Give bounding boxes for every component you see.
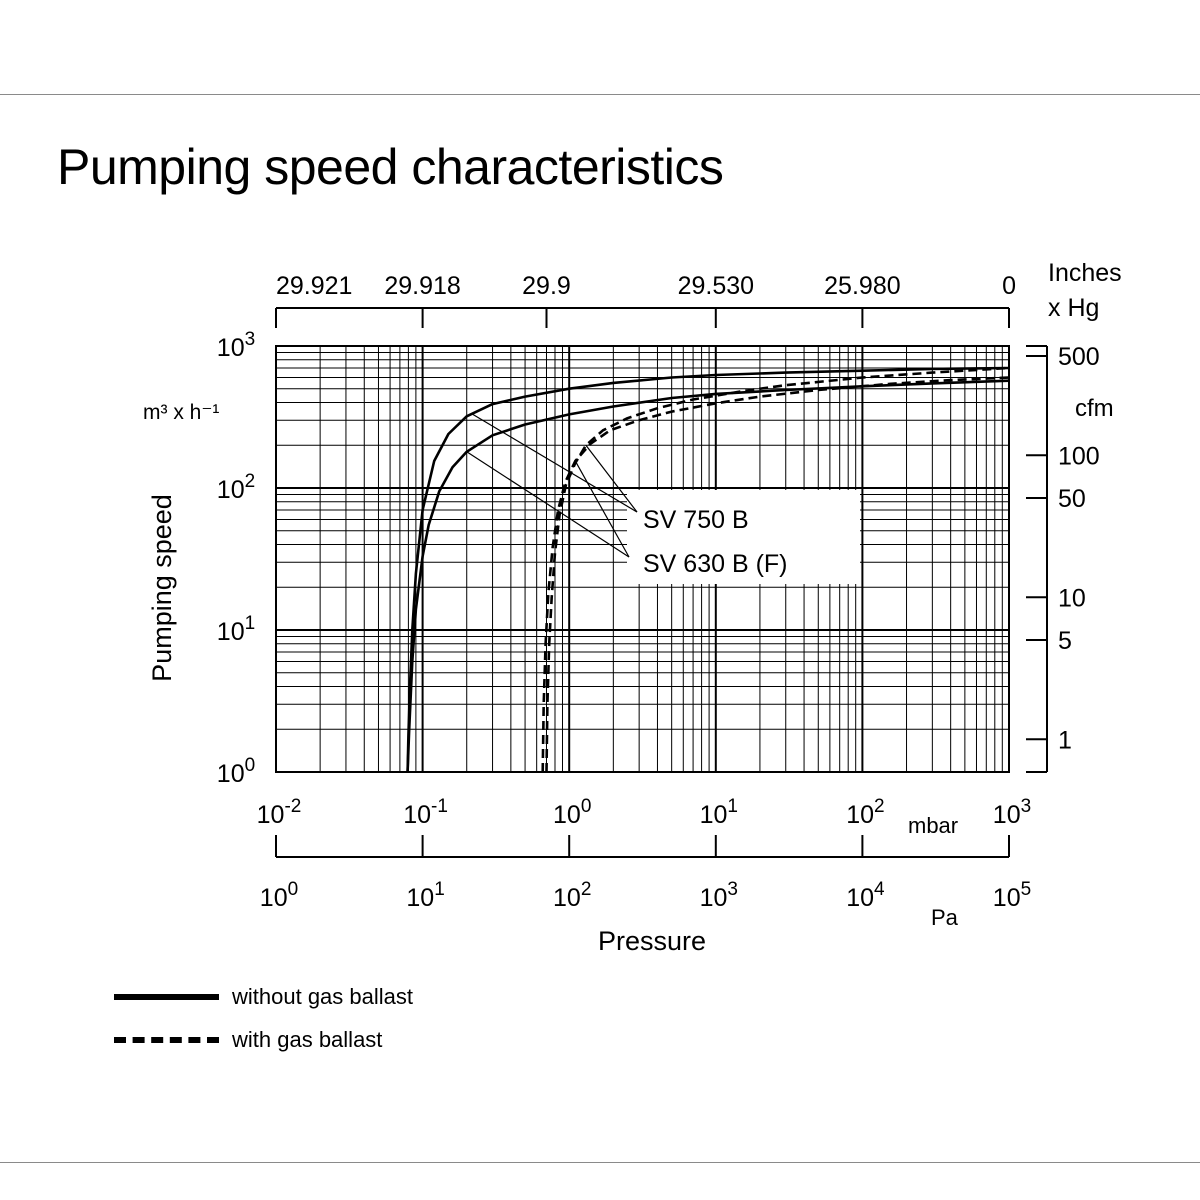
cfm-axis: 500 100 50 10 5 1 [1026, 343, 1100, 773]
y-tick-label-base: 10 [217, 760, 245, 788]
mbar-tick-label: 101 [700, 796, 738, 829]
leader-line [472, 413, 638, 513]
pa-tick-label: 105 [993, 879, 1031, 912]
pa-tick-label-exponent: 2 [581, 879, 592, 900]
cfm-tick-label: 5 [1058, 627, 1072, 655]
mbar-tick-label: 100 [553, 796, 591, 829]
mbar-tick-label-exponent: 1 [727, 796, 738, 817]
pa-tick-label-exponent: 0 [288, 879, 299, 900]
pa-tick-label: 101 [406, 879, 444, 912]
mbar-tick-label-base: 10 [700, 801, 728, 829]
pa-tick-label-base: 10 [406, 884, 434, 912]
mbar-tick-label: 102 [846, 796, 884, 829]
inhg-tick-label: 0 [1002, 272, 1016, 300]
y-tick-label-base: 10 [217, 334, 245, 362]
y-tick-label: 101 [217, 613, 255, 646]
y-tick-label-exponent: 3 [245, 329, 256, 350]
pa-tick-label-base: 10 [846, 884, 874, 912]
series-line-with-ballast-3 [541, 376, 1010, 773]
mbar-tick-label-exponent: 3 [1021, 796, 1032, 817]
legend-label: without gas ballast [232, 984, 413, 1009]
top-rule [0, 94, 1200, 95]
pa-tick-label: 103 [700, 879, 738, 912]
series-line-without-ballast-1 [406, 379, 1010, 773]
pa-tick-label-base: 10 [700, 884, 728, 912]
mbar-unit: mbar [908, 813, 958, 838]
leader-line [466, 451, 630, 558]
pa-unit: Pa [931, 905, 959, 930]
legend-item-without-gas-ballast: without gas ballast [114, 982, 413, 1012]
leader-line [574, 460, 630, 558]
y-tick-label: 100 [217, 755, 255, 788]
y-tick-label-exponent: 0 [245, 755, 256, 776]
pa-tick-label-exponent: 3 [727, 879, 738, 900]
mbar-tick-label-base: 10 [257, 801, 285, 829]
leader-line [585, 444, 638, 513]
bottom-rule [0, 1162, 1200, 1163]
cfm-tick-label: 50 [1058, 485, 1086, 513]
inhg-tick-label: 29.9 [522, 272, 571, 300]
y-tick-label-base: 10 [217, 476, 245, 504]
dashed-line-swatch [114, 1037, 219, 1043]
cfm-tick-label: 100 [1058, 442, 1100, 470]
pa-tick-label-exponent: 4 [874, 879, 885, 900]
mbar-tick-label: 10-1 [403, 796, 448, 829]
cfm-tick-label: 500 [1058, 343, 1100, 371]
y-axis-label: Pumping speed [147, 494, 177, 682]
cfm-tick-label: 10 [1058, 584, 1086, 612]
inhg-tick-label: 25.980 [824, 272, 900, 300]
mbar-axis-ticks: 10-2 10-1 100 101 102 103 [257, 796, 1032, 829]
legend-label: with gas ballast [232, 1027, 383, 1052]
pa-axis: 100 101 102 103 104 105 [260, 835, 1031, 912]
y-tick-label: 103 [217, 329, 255, 362]
mbar-tick-label: 103 [993, 796, 1031, 829]
solid-line-swatch [114, 994, 219, 1000]
leader-lines [466, 413, 638, 558]
inhg-tick-label: 29.918 [384, 272, 460, 300]
pa-tick-label: 100 [260, 879, 298, 912]
page-title: Pumping speed characteristics [57, 139, 724, 195]
y-tick-label-exponent: 1 [245, 613, 256, 634]
inhg-unit-line2: x Hg [1048, 294, 1099, 322]
cfm-tick-label: 1 [1058, 726, 1072, 754]
x-axis-label: Pressure [598, 926, 706, 956]
inhg-axis: 29.921 29.918 29.9 29.530 25.980 0 [275, 272, 1016, 328]
mbar-tick-label-base: 10 [846, 801, 874, 829]
pa-tick-label-base: 10 [553, 884, 581, 912]
annotation-label-sv750: SV 750 B [643, 506, 749, 534]
mbar-tick-label-exponent: 2 [874, 796, 885, 817]
mbar-tick-label-base: 10 [553, 801, 581, 829]
curves [406, 366, 1010, 773]
inhg-unit-line1: Inches [1048, 259, 1122, 287]
mbar-tick-label-base: 10 [403, 801, 431, 829]
pa-tick-label-base: 10 [260, 884, 288, 912]
annotation-label-sv630: SV 630 B (F) [643, 550, 788, 578]
pa-tick-label-base: 10 [993, 884, 1021, 912]
pa-tick-label: 104 [846, 879, 885, 912]
mbar-tick-label-exponent: 0 [581, 796, 592, 817]
inhg-tick-label: 29.530 [678, 272, 754, 300]
mbar-tick-label: 10-2 [257, 796, 302, 829]
series-line-with-ballast-2 [545, 366, 1010, 773]
plot-frame [275, 345, 1010, 773]
series-line-without-ballast-0 [406, 366, 1010, 773]
y-tick-label-exponent: 2 [245, 471, 256, 492]
y-tick-label-base: 10 [217, 618, 245, 646]
cfm-unit: cfm [1075, 395, 1114, 422]
inhg-tick-label: 29.921 [276, 272, 352, 300]
pa-tick-label-exponent: 1 [434, 879, 445, 900]
annotation-box [627, 490, 860, 584]
pa-tick-label: 102 [553, 879, 591, 912]
mbar-tick-label-base: 10 [993, 801, 1021, 829]
legend-item-with-gas-ballast: with gas ballast [114, 1025, 382, 1055]
y-tick-label: 102 [217, 471, 255, 504]
mbar-tick-label-exponent: -1 [431, 796, 448, 817]
pa-tick-label-exponent: 5 [1021, 879, 1032, 900]
y-unit: m³ x h⁻¹ [143, 401, 219, 424]
mbar-tick-label-exponent: -2 [284, 796, 301, 817]
